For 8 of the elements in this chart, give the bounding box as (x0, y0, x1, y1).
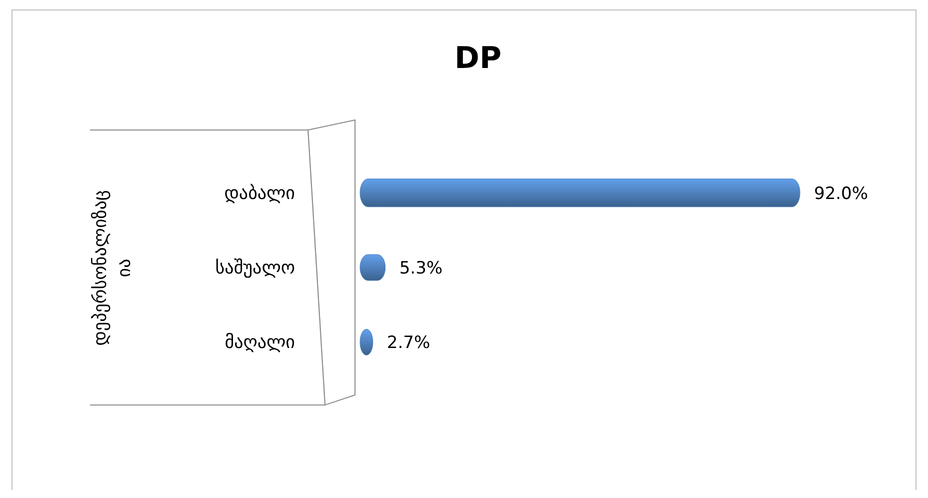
y-tick-label: დაბალი (224, 182, 295, 204)
data-label: 92.0% (814, 184, 868, 204)
y-axis-title: დეპერსონალიზაც ია (90, 190, 135, 346)
y-tick-label: მაღალი (224, 332, 295, 354)
data-label: 5.3% (399, 258, 443, 278)
data-label: 2.7% (386, 333, 430, 354)
y-tick-label: საშუალო (215, 258, 295, 278)
chart-title: DP (454, 41, 502, 76)
